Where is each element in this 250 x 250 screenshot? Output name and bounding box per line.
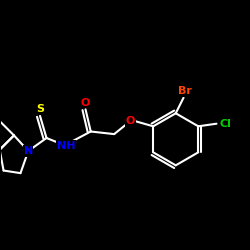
Text: N: N [24,146,33,156]
Text: NH: NH [57,141,75,151]
Text: S: S [36,104,44,115]
Text: O: O [126,116,135,126]
Text: O: O [81,98,90,108]
Text: Br: Br [178,86,192,96]
Text: Cl: Cl [220,119,232,129]
